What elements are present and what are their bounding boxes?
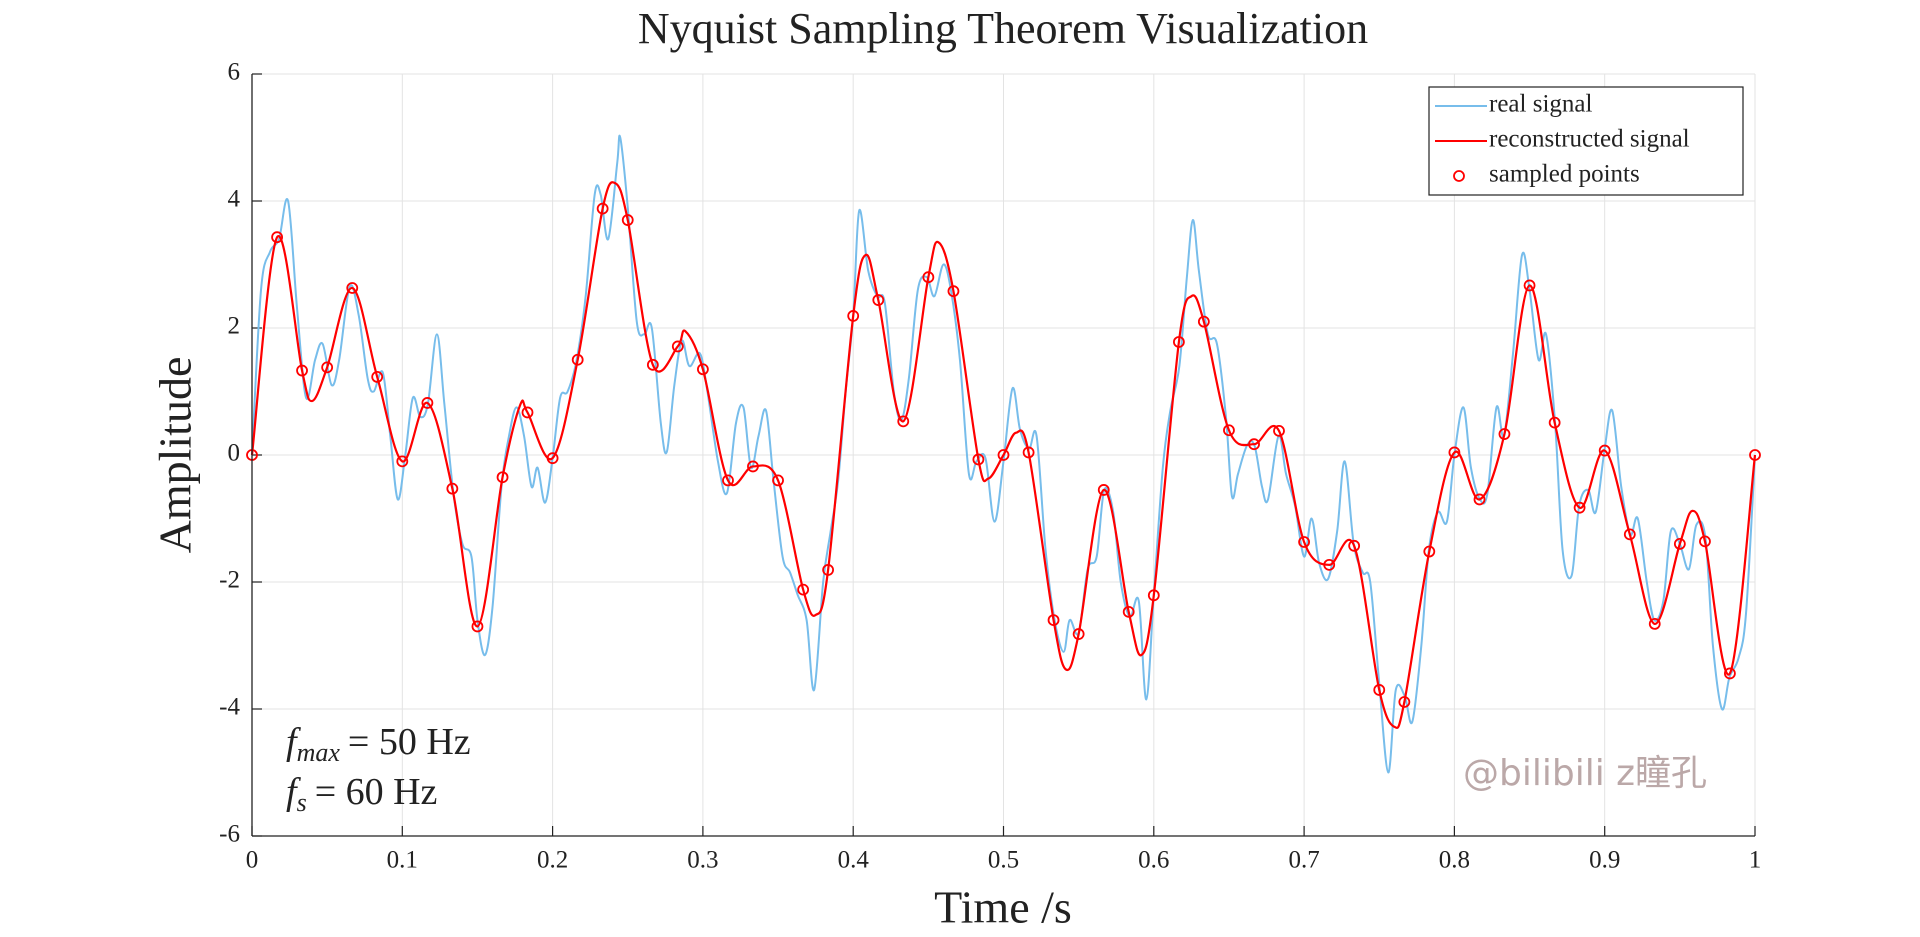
- y-tick-label: -2: [219, 567, 240, 594]
- sample-point: [697, 363, 709, 376]
- sample-point: [1047, 614, 1060, 626]
- chart-title: Nyquist Sampling Theorem Visualization: [638, 4, 1368, 53]
- y-tick-label: -4: [219, 694, 240, 721]
- x-tick-label: 0.5: [988, 847, 1019, 874]
- sample-point: [1523, 279, 1536, 292]
- x-tick-label: 0.3: [687, 847, 718, 874]
- x-axis-label: Time /s: [934, 882, 1072, 933]
- sample-point: [1749, 449, 1761, 461]
- sample-point: [797, 583, 810, 596]
- sample-point: [1223, 424, 1235, 437]
- sample-point: [1323, 558, 1336, 571]
- sample-point: [371, 370, 384, 383]
- sample-point: [1398, 696, 1411, 708]
- legend-label: reconstructed signal: [1489, 126, 1690, 153]
- sample-point: [1673, 538, 1686, 550]
- annotation-rest: = 60 Hz: [315, 771, 438, 813]
- annotation-rest: = 50 Hz: [348, 721, 471, 763]
- y-tick-label: 6: [228, 59, 241, 86]
- sample-point: [396, 455, 409, 468]
- sample-point: [1298, 536, 1310, 548]
- sample-point: [1248, 438, 1260, 451]
- x-tick-label: 0.7: [1288, 847, 1319, 874]
- sample-point: [822, 564, 834, 576]
- sample-point: [1623, 528, 1636, 541]
- sample-point: [897, 415, 910, 428]
- y-axis-label: Amplitude: [150, 357, 201, 554]
- sample-point: [621, 214, 634, 226]
- annotation: fs = 60 Hz: [286, 771, 437, 817]
- x-tick-label: 1: [1749, 847, 1762, 874]
- annotation-subscript: s: [297, 788, 307, 817]
- sample-point: [346, 282, 359, 294]
- sample-point: [1598, 444, 1611, 457]
- sample-point: [1699, 535, 1711, 548]
- sample-point: [1022, 446, 1035, 459]
- sample-point: [1173, 336, 1185, 348]
- annotation: fmax = 50 Hz: [286, 721, 471, 767]
- x-tick-label: 0.8: [1439, 847, 1470, 874]
- sample-point: [922, 271, 935, 284]
- x-tick-label: 0.6: [1138, 847, 1169, 874]
- sample-point: [1122, 605, 1135, 618]
- sample-point: [1723, 667, 1736, 680]
- sample-point: [296, 364, 308, 377]
- sample-point: [1147, 589, 1160, 602]
- sample-point: [421, 397, 434, 409]
- sample-point: [1548, 416, 1561, 429]
- watermark: @bilibili z瞳孔: [1463, 753, 1707, 794]
- sample-point: [571, 353, 584, 366]
- sample-point: [972, 453, 985, 466]
- sample-point: [847, 310, 860, 322]
- legend-label: real signal: [1489, 91, 1592, 118]
- sample-point: [521, 406, 534, 419]
- sample-point: [1423, 545, 1436, 558]
- sample-point: [1348, 539, 1361, 552]
- y-tick-label: -6: [219, 821, 240, 848]
- sample-point: [446, 482, 459, 495]
- reconstructed-signal-line: [250, 181, 1757, 729]
- sample-point: [1273, 424, 1285, 437]
- sample-point: [271, 231, 284, 244]
- sample-point: [546, 452, 559, 465]
- x-tick-label: 0.9: [1589, 847, 1620, 874]
- sample-point: [872, 294, 885, 306]
- x-tick-label: 0: [246, 847, 259, 874]
- sample-point: [772, 474, 784, 487]
- y-tick-label: 2: [228, 313, 241, 340]
- sample-point: [1072, 628, 1085, 640]
- sample-point: [1473, 493, 1486, 506]
- annotation-subscript: max: [297, 738, 341, 767]
- sample-point: [671, 340, 684, 353]
- sample-point: [1648, 618, 1661, 630]
- sample-point: [1498, 428, 1511, 440]
- sample-point: [596, 202, 609, 215]
- legend-label: sampled points: [1489, 161, 1640, 188]
- sample-point: [997, 449, 1010, 461]
- y-tick-label: 4: [228, 186, 241, 213]
- sample-point: [747, 460, 759, 473]
- legend-symbol: [1453, 170, 1465, 182]
- y-tick-label: 0: [228, 440, 241, 467]
- sample-point: [947, 285, 960, 298]
- sample-point: [722, 474, 734, 487]
- sample-point: [1448, 446, 1461, 459]
- sample-point: [1373, 684, 1386, 696]
- sample-point: [1573, 501, 1586, 514]
- x-tick-label: 0.4: [838, 847, 870, 874]
- sample-point: [471, 620, 484, 633]
- sample-point: [1197, 315, 1210, 328]
- sample-point: [496, 471, 509, 484]
- sample-point: [321, 361, 334, 374]
- x-tick-label: 0.2: [537, 847, 568, 874]
- sample-point: [646, 358, 659, 371]
- x-tick-label: 0.1: [387, 847, 418, 874]
- sample-point: [1097, 484, 1110, 496]
- real-signal-line: [251, 134, 1756, 774]
